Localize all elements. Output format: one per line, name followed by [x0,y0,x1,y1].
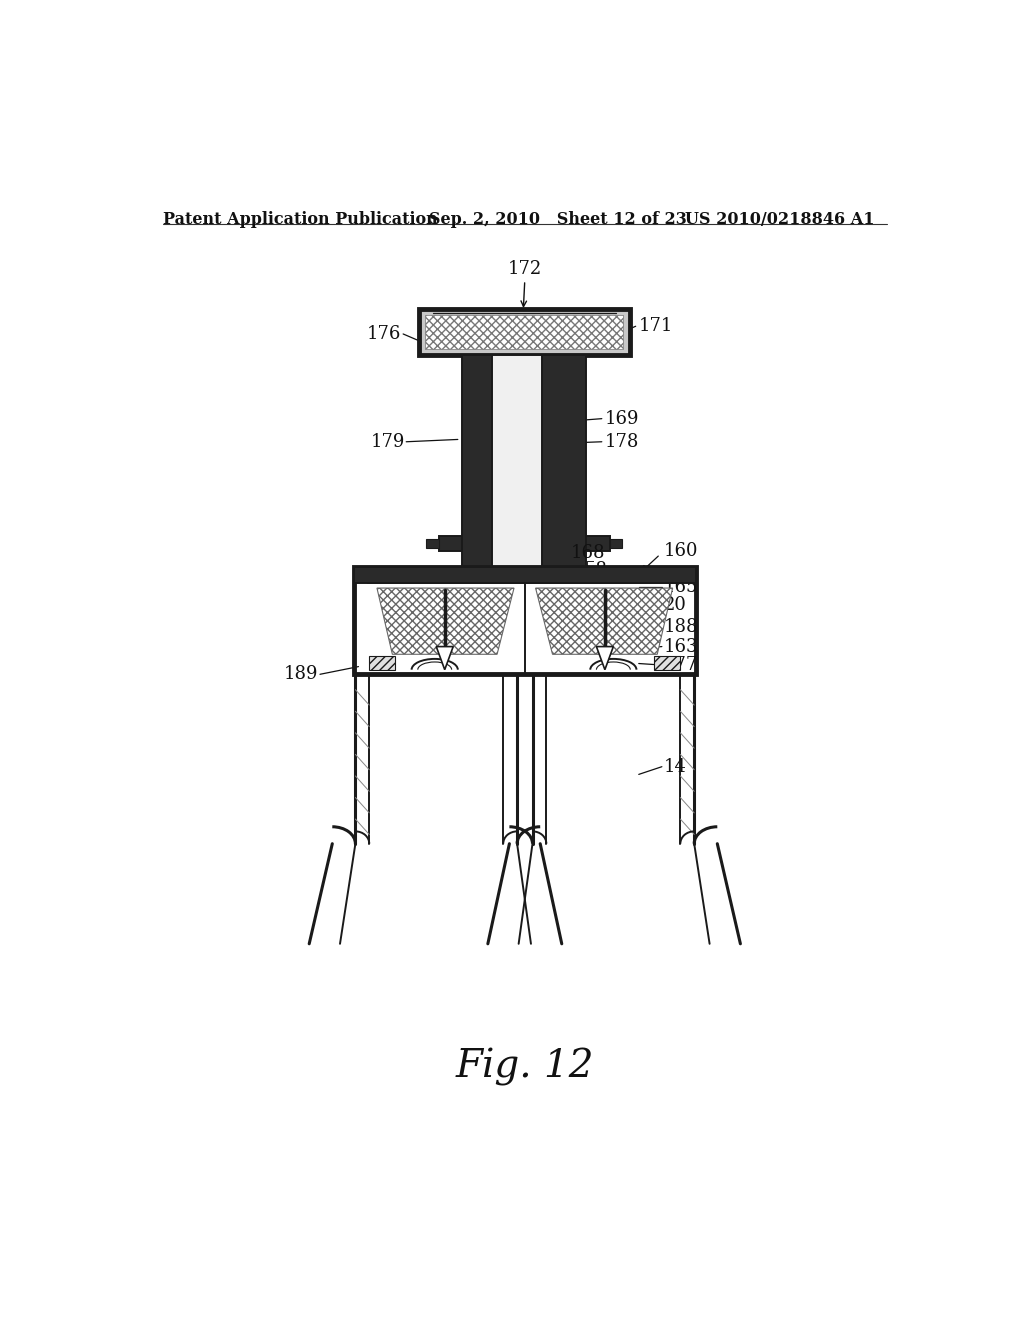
Text: Patent Application Publication: Patent Application Publication [163,211,437,228]
Polygon shape [370,656,395,669]
Text: 177: 177 [664,656,697,675]
Text: Fig. 12: Fig. 12 [456,1048,594,1086]
Text: 189: 189 [284,665,318,684]
Polygon shape [438,536,462,552]
Polygon shape [436,647,454,669]
Polygon shape [654,656,680,669]
Text: 14: 14 [664,758,686,776]
Polygon shape [587,536,609,552]
Text: 165: 165 [664,578,697,595]
Text: US 2010/0218846 A1: US 2010/0218846 A1 [685,211,874,228]
Text: 168: 168 [571,544,605,561]
Polygon shape [609,539,622,548]
Polygon shape [493,355,542,566]
Text: 178: 178 [605,433,639,450]
Text: 176: 176 [368,325,401,343]
Text: 188: 188 [664,618,698,635]
Text: 58: 58 [585,561,607,579]
Polygon shape [596,647,613,669]
Polygon shape [462,355,493,566]
Polygon shape [354,566,695,583]
Text: 169: 169 [605,409,639,428]
Polygon shape [377,589,514,655]
Text: 171: 171 [639,317,673,335]
Text: Sep. 2, 2010   Sheet 12 of 23: Sep. 2, 2010 Sheet 12 of 23 [429,211,687,228]
Polygon shape [419,309,630,355]
Polygon shape [542,355,587,566]
Polygon shape [425,314,624,348]
Polygon shape [536,589,673,655]
Text: 163: 163 [664,638,698,656]
Text: 172: 172 [508,260,542,277]
Text: 160: 160 [664,543,698,560]
Text: 20: 20 [664,597,686,614]
Text: 179: 179 [371,433,404,450]
Polygon shape [426,539,438,548]
